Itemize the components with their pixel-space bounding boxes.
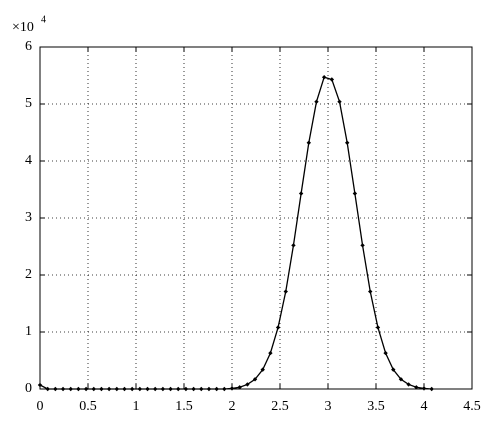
x-tick-label: 2	[229, 399, 236, 414]
data-point	[45, 386, 50, 392]
y-tick-label: 1	[25, 324, 32, 339]
data-point	[99, 386, 104, 392]
data-point	[298, 191, 304, 196]
y-scale-exponent: 4	[41, 14, 46, 25]
x-tick-label: 3	[325, 399, 332, 414]
data-point	[398, 377, 404, 382]
data-point	[68, 386, 73, 392]
data-point	[329, 77, 335, 82]
data-point	[391, 367, 396, 372]
data-point	[337, 99, 342, 104]
x-tick-label: 0.5	[79, 399, 97, 414]
data-point	[129, 386, 135, 392]
data-point	[122, 386, 127, 392]
data-point	[60, 386, 66, 392]
data-point	[76, 386, 81, 392]
data-point	[360, 243, 365, 248]
data-point	[429, 386, 434, 392]
data-point	[375, 325, 381, 330]
x-tick-label: 0	[37, 399, 44, 414]
data-point	[252, 377, 258, 382]
data-point	[260, 367, 265, 372]
data-point	[306, 140, 311, 145]
data-point	[53, 386, 58, 392]
data-point	[83, 386, 89, 392]
data-point	[222, 386, 227, 392]
data-point	[183, 386, 189, 392]
data-point	[106, 386, 112, 392]
data-point	[321, 75, 327, 80]
data-point	[268, 350, 273, 356]
x-tick-label: 1	[133, 399, 140, 414]
y-tick-label: 2	[25, 267, 32, 282]
data-point	[229, 386, 235, 391]
y-tick-label: 4	[25, 153, 32, 168]
data-point	[345, 140, 350, 145]
y-tick-label: 6	[25, 39, 32, 54]
data-point	[37, 382, 43, 388]
y-tick-label: 5	[25, 96, 32, 111]
data-point	[291, 243, 296, 248]
data-point	[153, 386, 158, 392]
x-tick-label: 1.5	[175, 399, 193, 414]
data-point	[206, 386, 212, 392]
data-point	[114, 386, 119, 392]
y-tick-label: 3	[25, 210, 32, 225]
data-point	[191, 386, 196, 392]
data-point	[137, 386, 143, 392]
data-point	[214, 386, 219, 392]
data-point	[199, 386, 204, 392]
data-point	[406, 382, 411, 387]
data-point	[275, 325, 281, 330]
data-point	[237, 385, 242, 390]
data-point	[352, 191, 358, 196]
data-line	[39, 76, 432, 390]
data-point	[176, 386, 181, 392]
data-point	[314, 99, 319, 104]
data-point	[368, 289, 373, 294]
x-tick-label: 3.5	[367, 399, 385, 414]
data-point	[414, 385, 419, 390]
data-point	[91, 386, 96, 392]
data-point	[245, 382, 250, 387]
data-point	[160, 386, 166, 392]
data-point	[168, 386, 173, 392]
data-point	[283, 289, 288, 294]
x-tick-label: 4.5	[463, 399, 481, 414]
y-scale-base: ×10	[12, 20, 34, 35]
data-point	[383, 350, 388, 356]
data-point	[145, 386, 150, 392]
x-tick-label: 2.5	[271, 399, 289, 414]
y-tick-label: 0	[25, 381, 32, 396]
x-tick-label: 4	[421, 399, 428, 414]
data-point	[421, 386, 427, 391]
